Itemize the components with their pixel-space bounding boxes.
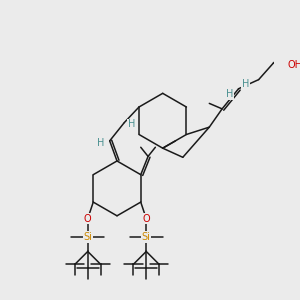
- Text: H: H: [97, 138, 104, 148]
- Text: Si: Si: [83, 232, 92, 242]
- Text: H: H: [128, 119, 135, 129]
- Text: O: O: [84, 214, 92, 224]
- Text: Si: Si: [142, 232, 151, 242]
- Text: H: H: [242, 79, 250, 89]
- Text: OH: OH: [288, 60, 300, 70]
- Text: O: O: [142, 214, 150, 224]
- Text: H: H: [226, 89, 233, 99]
